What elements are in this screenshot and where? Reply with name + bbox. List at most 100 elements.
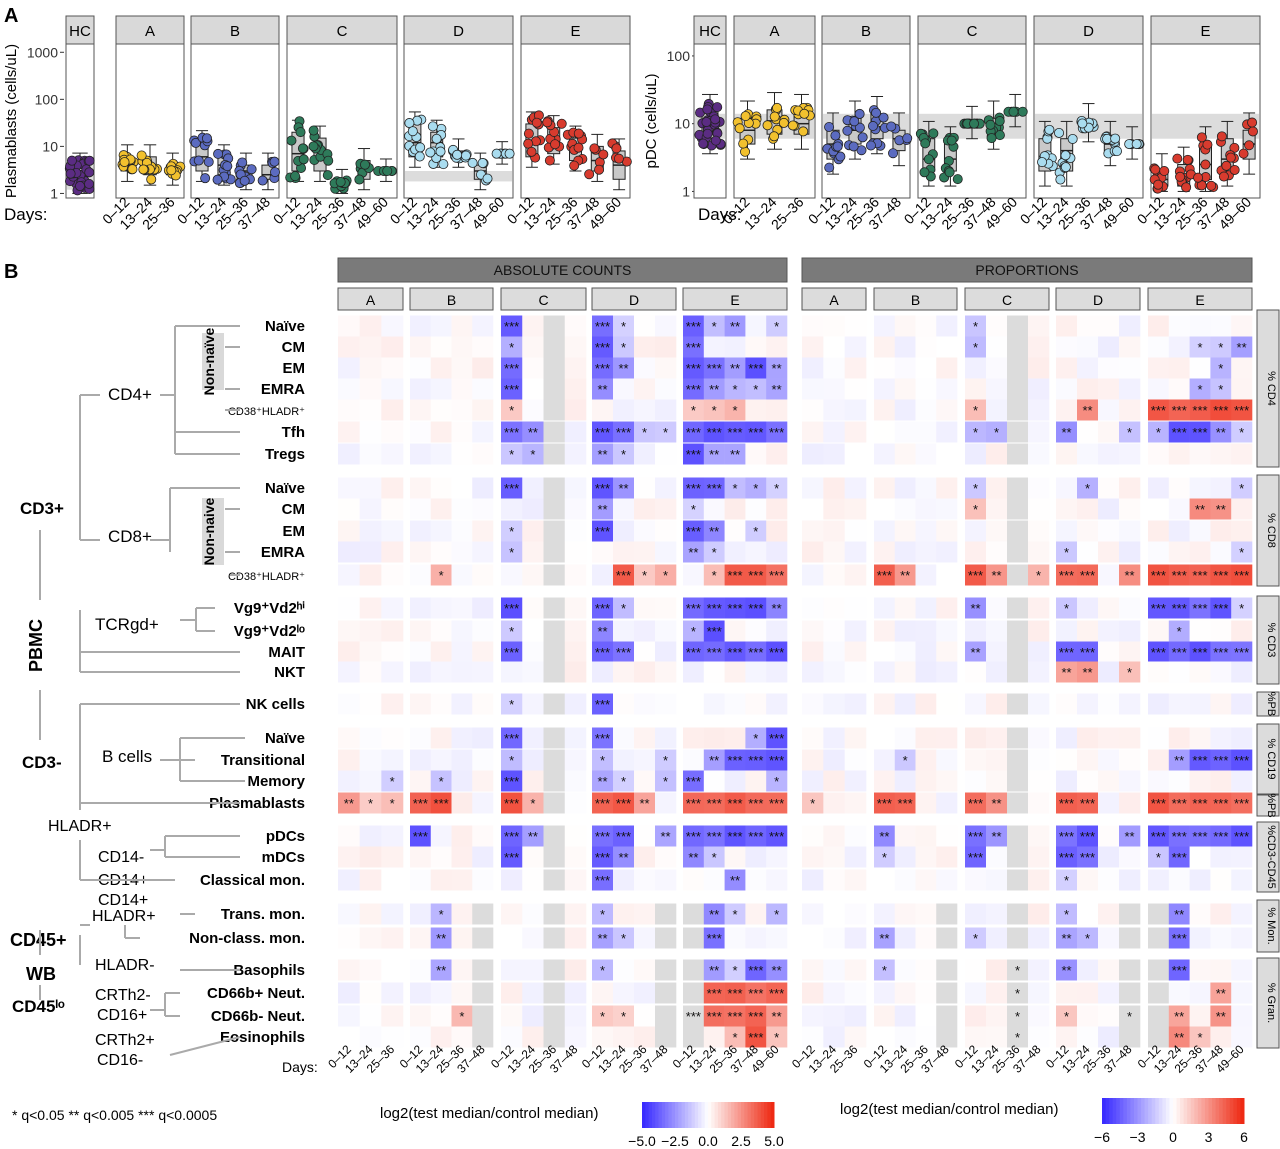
- tree-label: CD45ˡᵒ: [12, 997, 65, 1016]
- significance-mark: ***: [686, 382, 701, 397]
- legend-tick-label: −6: [1094, 1129, 1110, 1145]
- heatmap-cell: [823, 315, 845, 337]
- heatmap-cell: [1168, 825, 1190, 847]
- heatmap-cell: [655, 825, 677, 847]
- heatmap-cell: [1168, 443, 1190, 465]
- heatmap-cell: [745, 498, 767, 520]
- heatmap-cell: [802, 477, 824, 499]
- heatmap-cell: [543, 597, 566, 619]
- significance-mark: ***: [707, 645, 722, 660]
- heatmap-cell: [430, 443, 452, 465]
- heatmap-cell: [501, 399, 523, 421]
- heatmap-cell: [501, 727, 523, 749]
- heatmap-cell: [564, 641, 587, 663]
- heatmap-cell: [564, 959, 587, 981]
- data-point: [569, 160, 580, 171]
- heatmap-cell: [543, 982, 566, 1004]
- heatmap-cell: [613, 498, 635, 520]
- heatmap-cell: [1028, 315, 1050, 337]
- heatmap-cell: [683, 498, 705, 520]
- data-point: [1060, 150, 1071, 161]
- legend-gradient-abs: [645, 1102, 650, 1128]
- side-strip-label: %CD3-CD45: [1265, 825, 1277, 889]
- heatmap-cell: [522, 1026, 544, 1048]
- heatmap-cell: [338, 336, 360, 358]
- data-point: [359, 159, 370, 170]
- heatmap-cell: [703, 378, 725, 400]
- heatmap-cell: [430, 982, 452, 1004]
- group-strip: [682, 287, 788, 311]
- heatmap-cell: [338, 564, 360, 586]
- heatmap-cell: [592, 661, 614, 683]
- heatmap-cell: [1098, 727, 1120, 749]
- legend-gradient-prop: [1155, 1098, 1160, 1124]
- heatmap-cell: [915, 564, 937, 586]
- group-label: D: [1093, 292, 1103, 308]
- data-point: [431, 133, 442, 144]
- heatmap-cell: [655, 520, 677, 542]
- significance-mark: ***: [504, 601, 519, 616]
- heatmap-cell: [430, 749, 452, 771]
- heatmap-cell: [1098, 357, 1120, 379]
- data-point: [1159, 166, 1170, 177]
- significance-mark: *: [439, 774, 444, 789]
- heatmap-cell: [745, 749, 767, 771]
- heatmap-cell: [564, 564, 587, 586]
- heatmap-cell: [451, 1005, 473, 1027]
- heatmap-cell: [965, 959, 987, 981]
- heatmap-cell: [451, 620, 473, 642]
- significance-mark: **: [709, 524, 719, 539]
- heatmap-cell: [501, 477, 523, 499]
- heatmap-cell: [1168, 357, 1190, 379]
- heatmap-cell: [1007, 770, 1029, 792]
- heatmap-cell: [844, 564, 867, 586]
- heatmap-cell: [381, 792, 404, 814]
- group-strip: [964, 287, 1050, 311]
- legend-tick-label: 5.0: [764, 1133, 784, 1149]
- data-point: [270, 167, 281, 178]
- heatmap-cell: [936, 869, 958, 891]
- heatmap-cell: [1098, 564, 1120, 586]
- heatmap-cell: [1231, 770, 1253, 792]
- significance-mark: *: [1015, 1030, 1020, 1045]
- heatmap-cell: [1231, 477, 1253, 499]
- heatmap-cell: [874, 693, 896, 715]
- heatmap-cell: [543, 792, 566, 814]
- heatmap-cell: [915, 749, 937, 771]
- legend-gradient-abs: [698, 1102, 702, 1128]
- significance-mark: ***: [595, 425, 610, 440]
- legend-gradient-abs: [671, 1102, 676, 1128]
- heatmap-cell: [1189, 770, 1211, 792]
- facet-label: HC: [69, 23, 91, 40]
- data-point: [526, 146, 537, 157]
- heatmap-cell: [634, 927, 656, 949]
- heatmap-cell: [1189, 498, 1211, 520]
- heatmap-cell: [986, 903, 1008, 925]
- data-point: [1196, 132, 1207, 143]
- data-point: [946, 135, 957, 146]
- heatmap-cell: [381, 399, 404, 421]
- heatmap-cell: [410, 846, 432, 868]
- heatmap-cell: [451, 982, 473, 1004]
- heatmap-cell: [1148, 903, 1170, 925]
- significance-mark: **: [1216, 502, 1226, 517]
- heatmap-cell: [564, 315, 587, 337]
- data-point: [1247, 117, 1258, 128]
- heatmap-cell: [683, 357, 705, 379]
- heatmap-cell: [522, 1005, 544, 1027]
- heatmap-cell: [634, 315, 656, 337]
- heatmap-cell: [338, 378, 360, 400]
- heatmap-cell: [655, 927, 677, 949]
- legend-gradient-prop: [1233, 1098, 1238, 1124]
- heatmap-cell: [683, 792, 705, 814]
- heatmap-cell: [522, 421, 544, 443]
- significance-mark: ***: [1192, 645, 1207, 660]
- heatmap-cell: [1210, 597, 1232, 619]
- heatmap-cell: [410, 749, 432, 771]
- heatmap-cell: [874, 399, 896, 421]
- significance-mark: ***: [686, 524, 701, 539]
- row-label: MAIT: [268, 644, 305, 661]
- heatmap-cell: [430, 378, 452, 400]
- heatmap-cell: [410, 1005, 432, 1027]
